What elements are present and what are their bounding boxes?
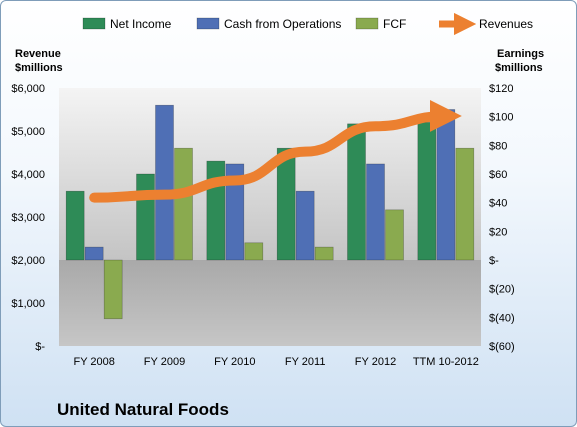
legend-label-net-income: Net Income: [110, 17, 172, 31]
legend: Net Income Cash from Operations FCF Revenue…: [82, 12, 533, 36]
fcf-bar: [103, 259, 123, 320]
category-label: FY 2009: [144, 356, 185, 368]
cash-from-operations-bar: [155, 104, 174, 261]
cash-from-operations-bar: [366, 163, 385, 261]
right-tick-label: $40: [489, 198, 507, 210]
plot-area-lower: [59, 260, 481, 346]
right-axis-ticks: $(60) $(40) $(20) $- $20 $40 $60 $80 $100 $120: [489, 83, 515, 353]
revenues-line: [89, 99, 462, 203]
fcf-bar: [244, 242, 264, 261]
category-label: TTM 10-2012: [413, 356, 479, 368]
net-income-bar: [65, 190, 85, 261]
right-tick-label: $20: [489, 226, 507, 238]
category-label: FY 2012: [355, 356, 396, 368]
right-tick-label: $-: [489, 255, 499, 267]
right-tick-label: $(60): [489, 341, 515, 353]
right-tick-label: $120: [489, 83, 513, 95]
legend-swatch-fcf: [355, 17, 379, 30]
cash-from-operations-bar: [295, 190, 315, 261]
net-income-bar: [136, 173, 155, 261]
net-income-bar: [347, 123, 366, 261]
legend-swatch-net-income: [82, 17, 106, 30]
right-tick-label: $80: [489, 140, 507, 152]
category-label: FY 2011: [285, 356, 326, 368]
right-axis-title-line1: Earnings: [497, 48, 544, 60]
cash-from-operations-bar: [84, 246, 104, 261]
net-income-bar: [417, 122, 437, 261]
legend-label-cash-from-operations: Cash from Operations: [224, 17, 341, 31]
right-tick-label: $100: [489, 112, 513, 124]
right-tick-label: $(40): [489, 312, 515, 324]
left-tick-label: $2,000: [11, 255, 45, 267]
cash-from-operations-bar: [225, 163, 245, 261]
left-tick-label: $3,000: [11, 212, 45, 224]
right-tick-label: $60: [489, 169, 507, 181]
category-label: FY 2008: [73, 356, 114, 368]
fcf-bar: [455, 147, 475, 261]
fcf-bar: [174, 147, 193, 261]
right-tick-label: $(20): [489, 284, 515, 296]
revenue-line-layer: [89, 99, 462, 203]
category-label: FY 2010: [214, 356, 255, 368]
category-labels: FY 2008 FY 2009 FY 2010 FY 2011 FY 2012 TTM 1…: [73, 356, 478, 368]
cash-from-operations-bar: [436, 109, 456, 261]
legend-label-revenues: Revenues: [479, 17, 533, 31]
legend-label-fcf: FCF: [383, 17, 406, 31]
net-income-bar: [276, 147, 296, 261]
left-tick-label: $1,000: [11, 298, 45, 310]
left-axis-title-line1: Revenue: [15, 48, 61, 60]
left-tick-label: $4,000: [11, 169, 45, 181]
left-tick-label: $-: [35, 341, 45, 353]
left-tick-label: $6,000: [11, 83, 45, 95]
net-income-bar: [206, 160, 226, 261]
fcf-bar: [385, 209, 404, 261]
left-tick-label: $5,000: [11, 126, 45, 138]
legend-swatch-cash-from-operations: [196, 17, 220, 30]
right-axis-title-line2: $millions: [495, 62, 543, 74]
company-name: United Natural Foods: [57, 400, 229, 419]
left-axis-ticks: $- $1,000 $2,000 $3,000 $4,000 $5,000 $6,000: [11, 83, 45, 353]
left-axis-title-line2: $millions: [15, 62, 63, 74]
fcf-bar: [314, 246, 334, 261]
